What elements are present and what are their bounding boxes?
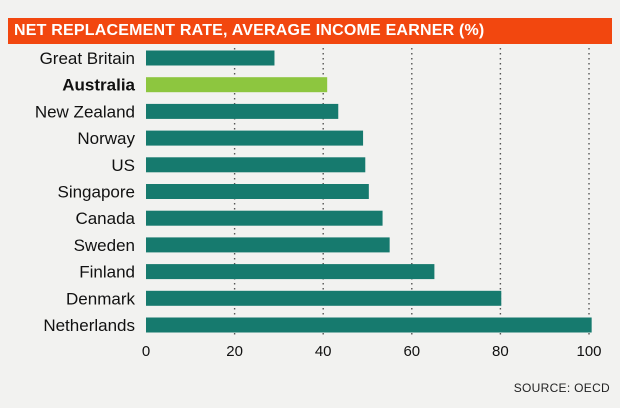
- category-label: Netherlands: [43, 316, 135, 335]
- x-tick-label: 20: [226, 343, 243, 360]
- bar-great-britain: [146, 50, 275, 66]
- x-tick-label: 60: [403, 343, 420, 360]
- bar-canada: [146, 210, 383, 226]
- bar-us: [146, 157, 366, 173]
- category-label: Finland: [79, 263, 135, 282]
- bar-norway: [146, 130, 364, 146]
- bar-sweden: [146, 237, 390, 253]
- category-label: Sweden: [74, 236, 135, 255]
- category-label: Norway: [77, 129, 135, 148]
- category-label: Singapore: [57, 183, 135, 202]
- category-label: Canada: [75, 209, 135, 228]
- bar-netherlands: [146, 317, 592, 333]
- category-label: Great Britain: [40, 49, 135, 68]
- bar-new-zealand: [146, 103, 339, 119]
- category-label: Denmark: [66, 289, 135, 308]
- source-note: SOURCE: OECD: [513, 381, 610, 395]
- x-tick-label: 100: [576, 343, 601, 360]
- bar-australia: [146, 77, 328, 93]
- category-label: New Zealand: [35, 102, 135, 121]
- x-tick-label: 80: [492, 343, 509, 360]
- bar-denmark: [146, 290, 502, 306]
- bar-singapore: [146, 184, 369, 199]
- category-label: US: [111, 156, 135, 175]
- x-tick-label: 0: [142, 343, 150, 360]
- chart-title: NET REPLACEMENT RATE, AVERAGE INCOME EAR…: [8, 18, 612, 44]
- category-label: Australia: [62, 76, 135, 95]
- bar-finland: [146, 264, 435, 280]
- x-tick-label: 40: [315, 343, 332, 360]
